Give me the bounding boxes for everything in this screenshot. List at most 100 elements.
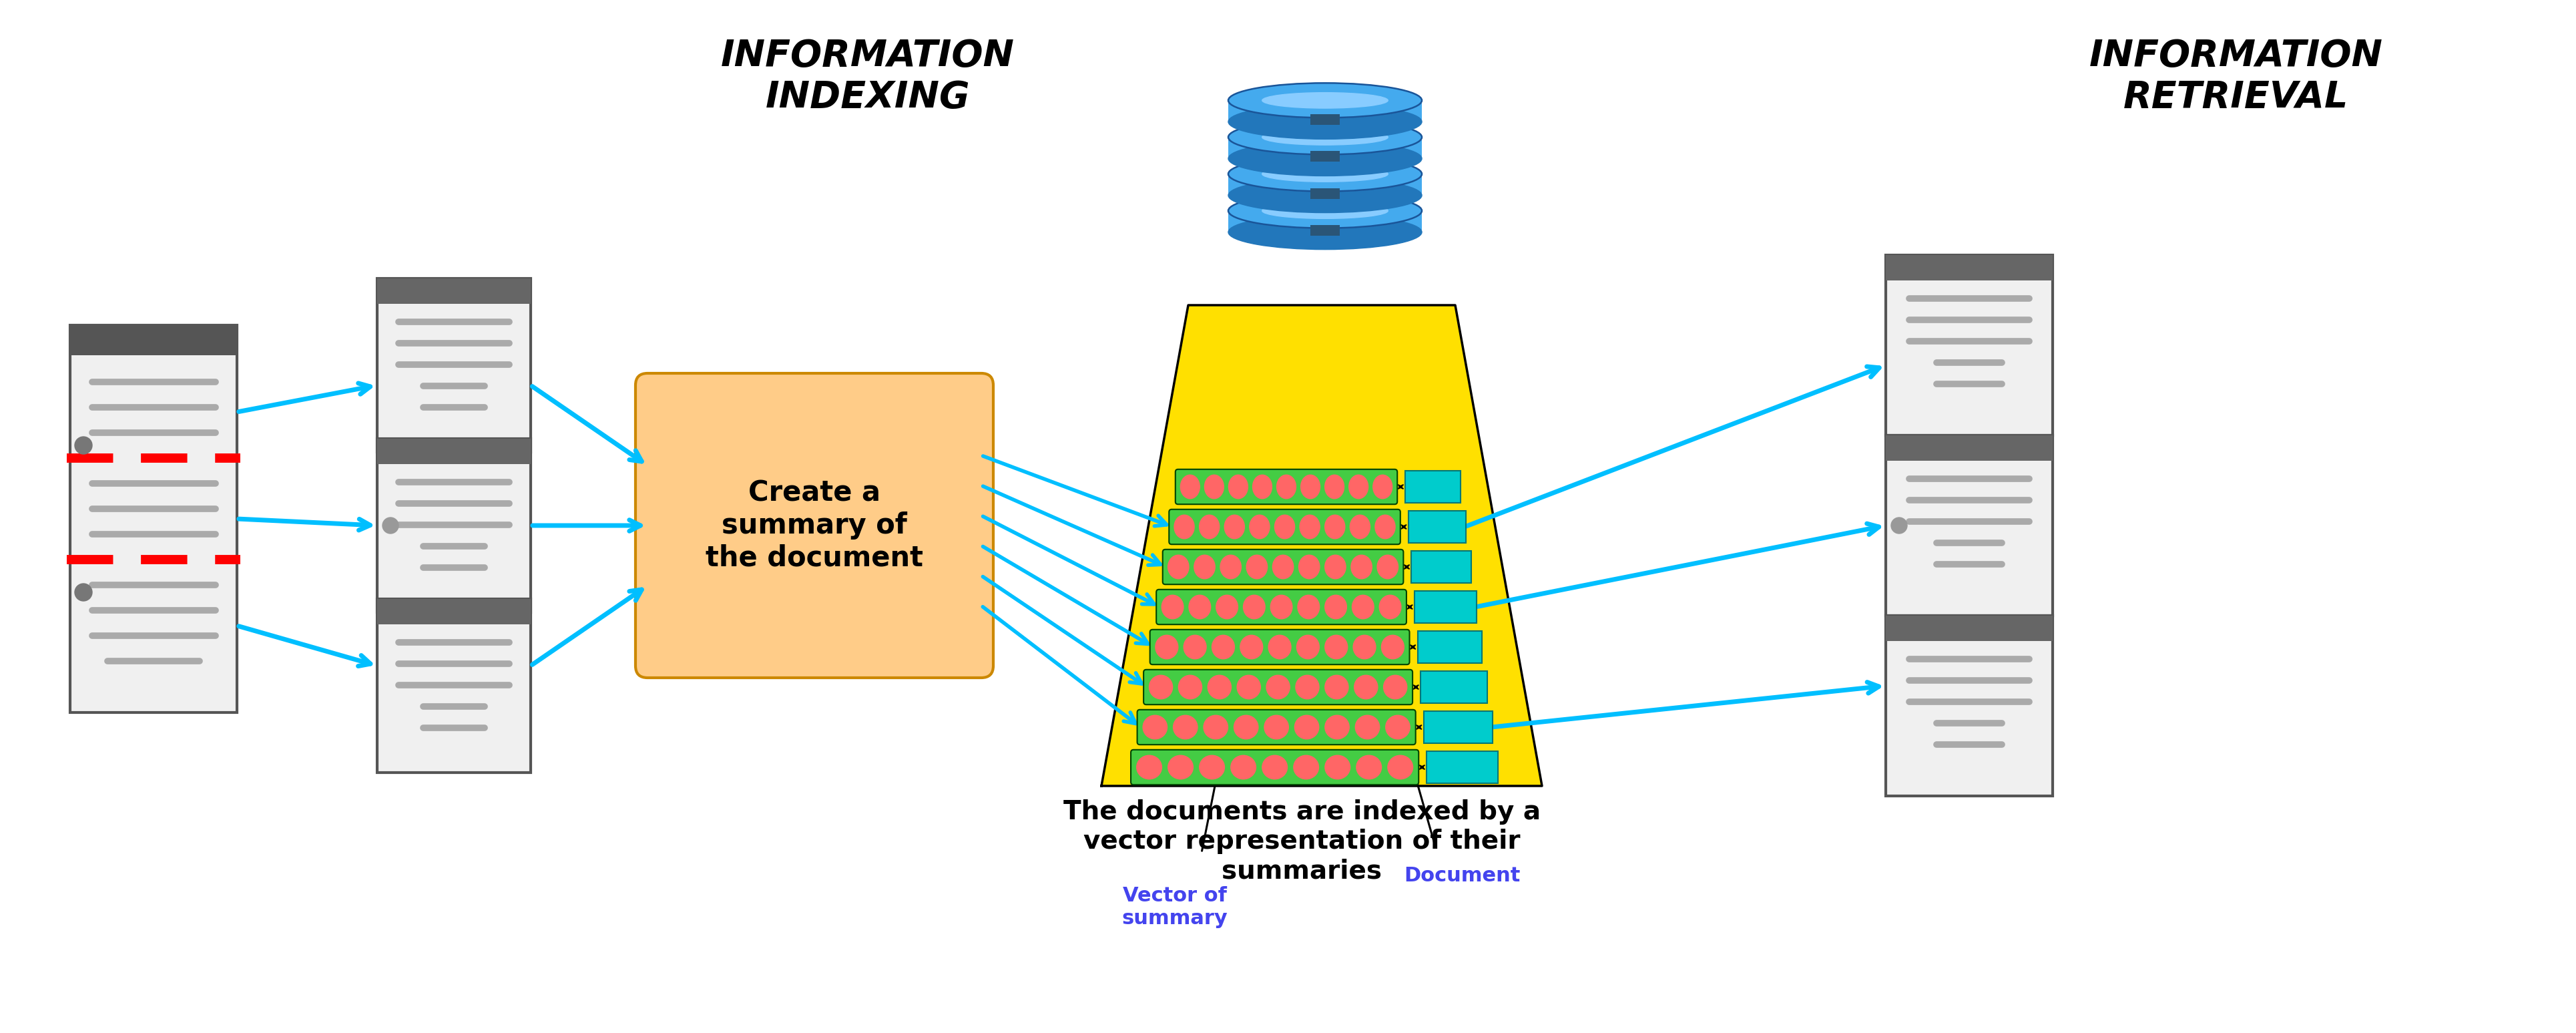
Ellipse shape (1239, 635, 1262, 659)
Polygon shape (1103, 305, 1543, 786)
Ellipse shape (1350, 475, 1368, 499)
FancyBboxPatch shape (1311, 225, 1340, 236)
FancyBboxPatch shape (376, 279, 531, 304)
Ellipse shape (1206, 475, 1224, 499)
Ellipse shape (1262, 166, 1388, 182)
Ellipse shape (1229, 193, 1422, 228)
Ellipse shape (1229, 83, 1422, 118)
FancyBboxPatch shape (1886, 616, 2053, 641)
FancyBboxPatch shape (1229, 100, 1422, 122)
FancyBboxPatch shape (376, 279, 531, 452)
Text: INFORMATION
RETRIEVAL: INFORMATION RETRIEVAL (2089, 38, 2383, 116)
Ellipse shape (1221, 555, 1242, 578)
Ellipse shape (1324, 755, 1350, 779)
Ellipse shape (1190, 595, 1211, 619)
Ellipse shape (1211, 635, 1234, 659)
FancyBboxPatch shape (1144, 669, 1412, 705)
FancyBboxPatch shape (70, 325, 237, 355)
Ellipse shape (1355, 676, 1378, 699)
Ellipse shape (1355, 715, 1381, 739)
FancyBboxPatch shape (1406, 471, 1461, 503)
FancyBboxPatch shape (1886, 435, 2053, 461)
Ellipse shape (1267, 635, 1291, 659)
Ellipse shape (1216, 595, 1239, 619)
Ellipse shape (1244, 595, 1265, 619)
Ellipse shape (1296, 676, 1319, 699)
Ellipse shape (1180, 475, 1200, 499)
Circle shape (75, 584, 93, 601)
Ellipse shape (1177, 676, 1203, 699)
Ellipse shape (1273, 555, 1293, 578)
Ellipse shape (1324, 595, 1347, 619)
FancyBboxPatch shape (1311, 188, 1340, 198)
Ellipse shape (1175, 515, 1195, 538)
Ellipse shape (1265, 715, 1288, 739)
Ellipse shape (1144, 715, 1167, 739)
Ellipse shape (1247, 555, 1267, 578)
FancyBboxPatch shape (70, 325, 237, 713)
Ellipse shape (1301, 475, 1319, 499)
Ellipse shape (1252, 475, 1273, 499)
Ellipse shape (1203, 715, 1229, 739)
Text: Vector of
summary: Vector of summary (1123, 886, 1229, 928)
Ellipse shape (1296, 635, 1319, 659)
FancyBboxPatch shape (1170, 509, 1401, 544)
Ellipse shape (1324, 715, 1350, 739)
Ellipse shape (1381, 635, 1404, 659)
Ellipse shape (1267, 676, 1291, 699)
Ellipse shape (1208, 676, 1231, 699)
Ellipse shape (1136, 755, 1162, 779)
Ellipse shape (1386, 715, 1409, 739)
Ellipse shape (1200, 515, 1218, 538)
Ellipse shape (1378, 555, 1399, 578)
Ellipse shape (1324, 555, 1345, 578)
FancyBboxPatch shape (1131, 750, 1419, 785)
Text: INFORMATION
INDEXING: INFORMATION INDEXING (721, 38, 1015, 116)
Ellipse shape (1298, 595, 1319, 619)
Ellipse shape (1378, 595, 1401, 619)
Ellipse shape (1195, 555, 1216, 578)
Ellipse shape (1376, 515, 1396, 538)
Ellipse shape (1324, 475, 1345, 499)
Ellipse shape (1324, 676, 1347, 699)
FancyBboxPatch shape (1886, 616, 2053, 796)
FancyBboxPatch shape (1311, 151, 1340, 162)
FancyBboxPatch shape (1229, 211, 1422, 232)
FancyBboxPatch shape (1162, 550, 1404, 585)
Ellipse shape (1234, 715, 1257, 739)
FancyBboxPatch shape (1419, 671, 1486, 703)
FancyBboxPatch shape (1886, 255, 2053, 435)
Ellipse shape (1262, 202, 1388, 219)
Ellipse shape (1231, 755, 1257, 779)
Ellipse shape (1293, 755, 1319, 779)
FancyBboxPatch shape (636, 373, 994, 678)
Ellipse shape (1301, 515, 1319, 538)
Circle shape (75, 437, 93, 455)
Ellipse shape (1236, 676, 1260, 699)
Ellipse shape (1229, 178, 1422, 213)
FancyBboxPatch shape (1886, 255, 2053, 280)
Ellipse shape (1162, 595, 1182, 619)
FancyBboxPatch shape (376, 439, 531, 613)
FancyBboxPatch shape (1409, 510, 1466, 543)
Text: Create a
summary of
the document: Create a summary of the document (706, 479, 922, 572)
Ellipse shape (1200, 755, 1224, 779)
Ellipse shape (1324, 635, 1347, 659)
Ellipse shape (1157, 635, 1177, 659)
Ellipse shape (1324, 515, 1345, 538)
Ellipse shape (1249, 515, 1270, 538)
Ellipse shape (1350, 555, 1373, 578)
Ellipse shape (1262, 93, 1388, 108)
Ellipse shape (1270, 595, 1293, 619)
Ellipse shape (1262, 129, 1388, 145)
FancyBboxPatch shape (1412, 551, 1471, 583)
Ellipse shape (1167, 755, 1193, 779)
Circle shape (381, 518, 399, 533)
Ellipse shape (1229, 475, 1247, 499)
Ellipse shape (1229, 215, 1422, 250)
FancyBboxPatch shape (1417, 631, 1481, 663)
FancyBboxPatch shape (1425, 711, 1492, 744)
FancyBboxPatch shape (1149, 629, 1409, 664)
FancyBboxPatch shape (376, 599, 531, 773)
Ellipse shape (1352, 635, 1376, 659)
